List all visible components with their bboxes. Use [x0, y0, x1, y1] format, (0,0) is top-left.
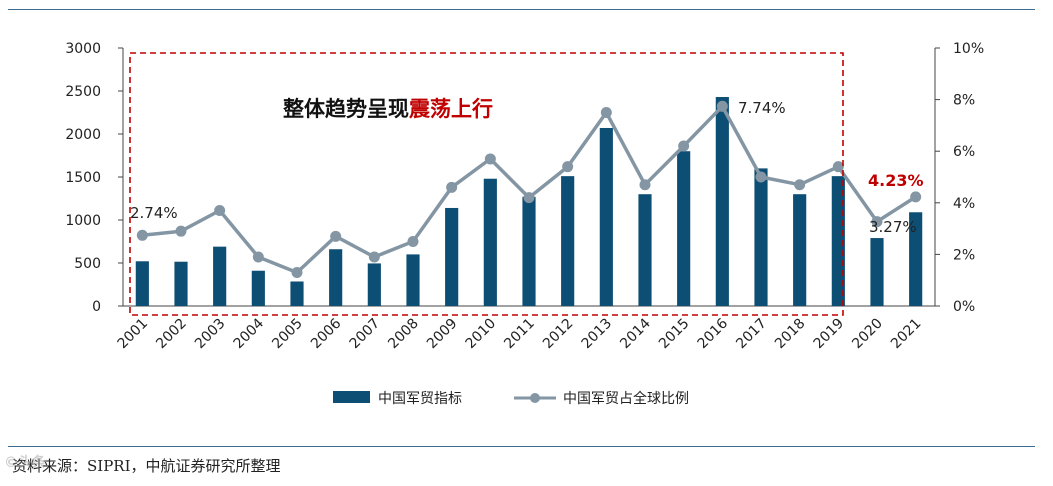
- legend-line-marker: [530, 393, 540, 403]
- x-label-2006: 2006: [308, 315, 345, 352]
- point-2009: [446, 181, 458, 193]
- annotation-title-black: 整体趋势呈现: [283, 97, 409, 121]
- x-label-2003: 2003: [192, 316, 229, 353]
- x-label-2010: 2010: [463, 316, 500, 353]
- bar-2016: [715, 97, 729, 307]
- left-tick-label: 500: [74, 256, 101, 272]
- bar-2002: [174, 261, 188, 306]
- bar-2013: [599, 127, 613, 306]
- bar-2004: [251, 270, 265, 306]
- point-2018: [794, 179, 806, 191]
- x-axis-labels: 2001 2002 2003 2004 2005 2006 2007 2008 2009 2010…: [115, 315, 925, 352]
- x-label-2007: 2007: [347, 316, 384, 353]
- x-label-2001: 2001: [115, 316, 152, 353]
- point-2021: [910, 191, 922, 203]
- left-tick-label: 1500: [65, 170, 101, 186]
- label-2021: 4.23%: [868, 171, 924, 190]
- annotation-title-red: 震荡上行: [409, 97, 493, 121]
- x-label-2019: 2019: [811, 316, 848, 353]
- annotation-title: 整体趋势呈现震荡上行: [283, 97, 493, 121]
- point-2020: [871, 216, 883, 228]
- left-tick-label: 2000: [65, 127, 101, 143]
- bar-2008: [406, 254, 420, 306]
- chart: 0 500 1000 1500 2000 2500 3000 0% 2% 4% 6% 8% 10% 2…: [65, 41, 984, 407]
- line-series: [136, 100, 922, 278]
- right-tick-label: 0%: [953, 299, 975, 315]
- bar-2001: [135, 261, 149, 306]
- point-2001: [136, 229, 148, 241]
- right-tick-label: 4%: [953, 196, 975, 212]
- point-2010: [484, 153, 496, 165]
- label-2020: 3.27%: [869, 218, 917, 236]
- x-label-2005: 2005: [269, 316, 306, 353]
- label-2001: 2.74%: [130, 204, 178, 222]
- watermark: ©头条: [4, 455, 46, 471]
- bottom-rule: [8, 446, 1035, 447]
- bar-2020: [870, 238, 884, 306]
- label-2016: 7.74%: [738, 99, 786, 117]
- x-label-2002: 2002: [153, 316, 190, 353]
- right-tick-label: 8%: [953, 93, 975, 109]
- x-label-2009: 2009: [424, 316, 461, 353]
- point-2004: [252, 251, 264, 263]
- right-axis: 0% 2% 4% 6% 8% 10%: [934, 41, 984, 315]
- bar-2018: [793, 194, 807, 306]
- left-tick-label: 1000: [65, 213, 101, 229]
- bar-2014: [638, 194, 652, 306]
- point-2014: [639, 179, 651, 191]
- x-label-2004: 2004: [231, 315, 268, 352]
- legend: 中国军贸指标 中国军贸占全球比例: [333, 390, 689, 407]
- x-label-2021: 2021: [888, 316, 925, 353]
- point-2008: [407, 236, 419, 247]
- point-2002: [175, 225, 187, 237]
- bar-2005: [290, 281, 304, 306]
- x-label-2013: 2013: [579, 316, 616, 353]
- point-2011: [523, 192, 535, 204]
- legend-line-label: 中国军贸占全球比例: [563, 390, 689, 407]
- point-2019: [832, 161, 844, 173]
- bar-2003: [213, 246, 227, 306]
- x-label-2012: 2012: [540, 316, 577, 353]
- right-tick-label: 6%: [953, 144, 975, 160]
- legend-bar-swatch: [333, 391, 370, 403]
- bar-2006: [329, 249, 343, 306]
- bar-2009: [445, 207, 459, 306]
- point-2016: [716, 100, 728, 112]
- x-label-2020: 2020: [849, 316, 886, 353]
- left-tick-label: 0: [92, 299, 101, 315]
- highlight-box: [129, 52, 844, 316]
- bar-2017: [754, 168, 768, 306]
- top-rule: [8, 9, 1035, 10]
- bar-2015: [677, 151, 691, 306]
- bar-2007: [367, 263, 381, 306]
- bar-2019: [831, 176, 845, 306]
- x-label-2015: 2015: [656, 316, 693, 353]
- left-tick-label: 3000: [65, 41, 101, 57]
- bar-2021: [909, 212, 923, 306]
- bar-2010: [483, 178, 497, 306]
- x-label-2008: 2008: [385, 316, 422, 353]
- point-2015: [678, 140, 690, 152]
- source-note: 资料来源：SIPRI，中航证券研究所整理: [12, 457, 281, 475]
- x-label-2018: 2018: [772, 316, 809, 353]
- point-2007: [368, 251, 380, 263]
- right-tick-label: 10%: [953, 41, 984, 57]
- right-tick-label: 2%: [953, 247, 975, 263]
- point-2006: [330, 230, 342, 242]
- point-2013: [600, 107, 612, 118]
- left-tick-label: 2500: [65, 84, 101, 100]
- point-2003: [214, 205, 226, 217]
- legend-bar-label: 中国军贸指标: [378, 391, 462, 407]
- x-label-2017: 2017: [733, 316, 770, 353]
- point-2012: [562, 161, 574, 173]
- bar-series: [135, 97, 923, 307]
- x-label-2011: 2011: [501, 316, 538, 353]
- point-2005: [291, 266, 303, 278]
- left-axis: 0 500 1000 1500 2000 2500 3000: [65, 41, 935, 315]
- bar-2011: [522, 196, 536, 306]
- point-2017: [755, 171, 767, 183]
- x-label-2016: 2016: [695, 315, 732, 352]
- x-label-2014: 2014: [617, 315, 654, 352]
- bar-2012: [561, 176, 575, 306]
